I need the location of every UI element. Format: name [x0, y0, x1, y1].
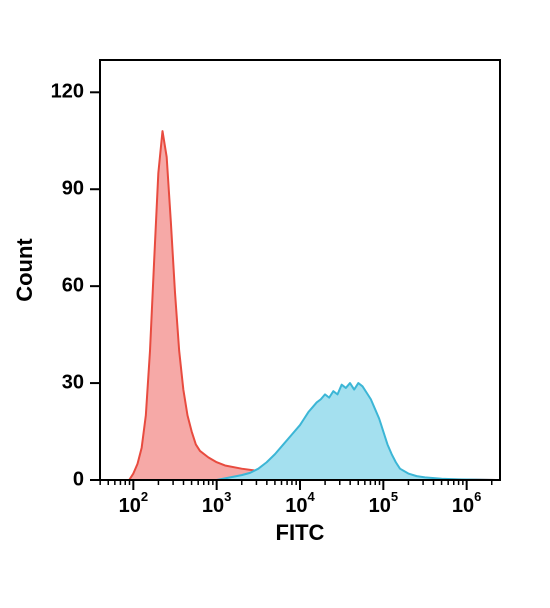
chart-container: 0306090120Count102103104105106FITC — [0, 0, 550, 608]
y-tick-label: 120 — [51, 81, 84, 103]
y-tick-label: 0 — [73, 468, 84, 490]
y-tick-label: 60 — [62, 274, 84, 296]
x-axis-label: FITC — [276, 520, 325, 545]
y-tick-label: 30 — [62, 371, 84, 393]
flow-cytometry-chart: 0306090120Count102103104105106FITC — [0, 0, 550, 608]
y-axis-label: Count — [12, 238, 37, 302]
y-tick-label: 90 — [62, 178, 84, 200]
